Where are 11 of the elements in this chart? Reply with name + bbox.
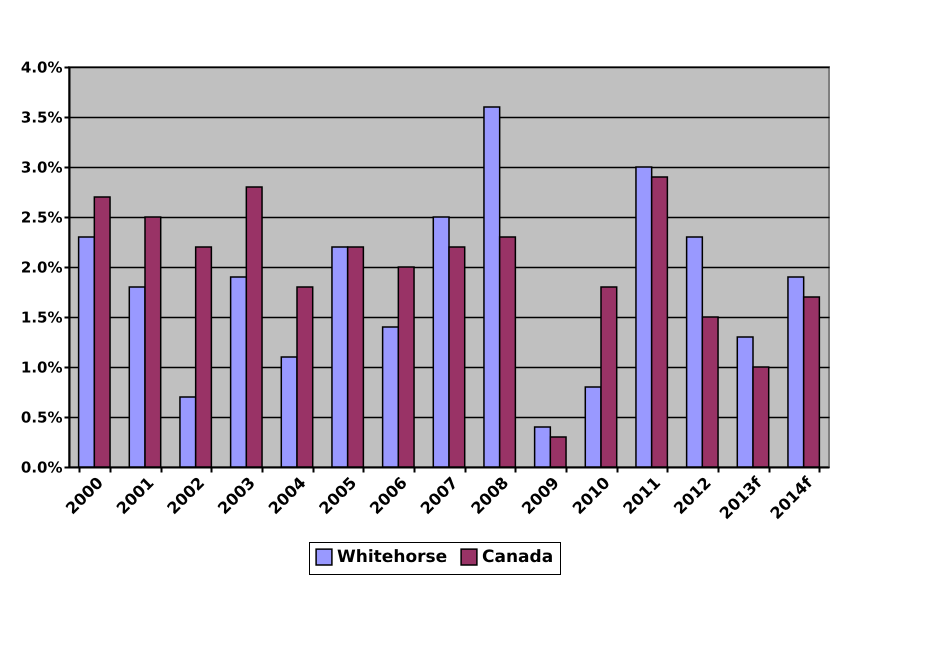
y-tick-label: 2.5% xyxy=(20,208,62,226)
y-tick-label: 4.0% xyxy=(20,58,62,76)
y-tick-label: 2.0% xyxy=(20,258,62,276)
y-tick-label: 1.0% xyxy=(20,358,62,376)
y-tick-label: 3.5% xyxy=(20,108,62,126)
legend-label: Whitehorse xyxy=(337,547,448,568)
y-tick-label: 1.5% xyxy=(20,308,62,326)
y-tick-label: 0.5% xyxy=(20,408,62,426)
y-tick-label: 0.0% xyxy=(20,458,62,476)
legend-label: Canada xyxy=(482,547,554,568)
y-tick-label: 3.0% xyxy=(20,158,62,176)
